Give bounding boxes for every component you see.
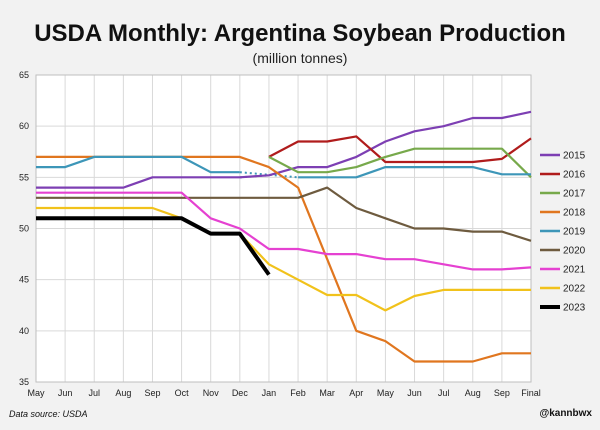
- series-line-2021: [36, 191, 532, 271]
- y-tick-label: 55: [19, 172, 29, 182]
- x-tick-label: Dec: [232, 388, 249, 398]
- axes: 35 40 45 50 55 60 65 May Jun Jul Aug Sep Oct Nov Dec Ja…: [19, 70, 541, 398]
- x-tick-label: Jan: [262, 388, 277, 398]
- x-tick-label: Sep: [494, 388, 510, 398]
- legend-item-2018: 2018: [540, 208, 586, 219]
- x-tick-label: Apr: [349, 388, 363, 398]
- y-tick-label: 60: [19, 121, 29, 131]
- legend-item-2017: 2017: [540, 189, 586, 200]
- x-tick-label: May: [27, 388, 45, 398]
- y-tick-label: 35: [19, 377, 29, 387]
- y-tick-label: 65: [19, 70, 29, 80]
- legend-item-2020: 2020: [540, 246, 586, 257]
- series-line-2015: [36, 110, 532, 189]
- x-tick-label: Jul: [438, 388, 450, 398]
- legend-label: 2021: [563, 265, 586, 276]
- series-line-2020: [36, 186, 532, 242]
- legend-label: 2022: [563, 284, 586, 295]
- x-tick-label: Aug: [115, 388, 131, 398]
- legend-label: 2016: [563, 170, 586, 181]
- plot-border: [35, 74, 532, 383]
- y-tick-label: 45: [19, 275, 29, 285]
- legend-label: 2015: [563, 151, 586, 162]
- series-line-2017: [268, 147, 532, 179]
- series-line-2019: [36, 155, 531, 179]
- x-tick-label: Jul: [88, 388, 100, 398]
- legend-item-2015: 2015: [540, 151, 586, 162]
- x-tick-label: Jun: [58, 388, 73, 398]
- legend-item-2023: 2023: [540, 303, 586, 314]
- x-tick-label: Sep: [144, 388, 160, 398]
- x-tick-label: Oct: [175, 388, 190, 398]
- legend: 2015 2016 2017 2018 2019 2020 2021 2022 2023: [540, 151, 586, 314]
- y-tick-label: 50: [19, 224, 29, 234]
- x-tick-label: Nov: [203, 388, 220, 398]
- data-source-note: Data source: USDA: [9, 409, 88, 419]
- y-tick-label: 40: [19, 326, 29, 336]
- x-tick-label: Final: [521, 388, 541, 398]
- chart-title: USDA Monthly: Argentina Soybean Producti…: [34, 20, 566, 47]
- x-tick-label: May: [377, 388, 395, 398]
- legend-item-2016: 2016: [540, 170, 586, 181]
- legend-label: 2023: [563, 303, 586, 314]
- legend-item-2021: 2021: [540, 265, 586, 276]
- legend-label: 2018: [563, 208, 586, 219]
- x-tick-label: Mar: [319, 388, 335, 398]
- series-lines: [36, 110, 532, 363]
- author-handle: @kannbwx: [539, 408, 592, 419]
- series-line-2016: [268, 135, 532, 164]
- x-tick-label: Feb: [290, 388, 306, 398]
- series-line-2023: [36, 216, 271, 276]
- x-tick-label: Aug: [465, 388, 481, 398]
- chart-subtitle: (million tonnes): [252, 50, 348, 66]
- x-tick-label: Jun: [407, 388, 422, 398]
- legend-label: 2017: [563, 189, 586, 200]
- legend-label: 2019: [563, 227, 586, 238]
- legend-item-2019: 2019: [540, 227, 586, 238]
- legend-item-2022: 2022: [540, 284, 586, 295]
- legend-label: 2020: [563, 246, 586, 257]
- series-line-2022: [36, 206, 531, 312]
